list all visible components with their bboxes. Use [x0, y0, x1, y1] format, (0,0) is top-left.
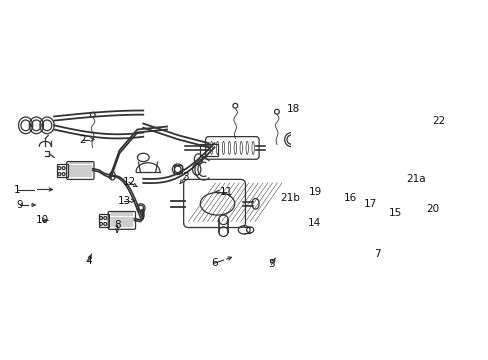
Bar: [173, 165, 182, 174]
Bar: [199, 144, 217, 156]
Text: 5: 5: [268, 259, 274, 269]
Text: 14: 14: [307, 218, 320, 228]
Text: 13: 13: [118, 196, 131, 206]
Text: 4: 4: [85, 256, 92, 266]
Text: 20: 20: [426, 203, 439, 213]
Text: 17: 17: [363, 199, 376, 209]
Text: 18: 18: [286, 104, 299, 114]
Text: 6: 6: [211, 258, 218, 268]
Text: 21a: 21a: [406, 174, 426, 184]
Bar: [99, 214, 109, 227]
Text: 15: 15: [388, 208, 402, 218]
Text: 22: 22: [431, 116, 445, 126]
Text: 8: 8: [114, 220, 120, 230]
Text: 9: 9: [17, 200, 23, 210]
Text: 11: 11: [219, 187, 233, 197]
Text: 21b: 21b: [280, 193, 300, 203]
Text: 7: 7: [374, 249, 381, 259]
Bar: [57, 164, 68, 177]
Text: 2: 2: [79, 135, 86, 145]
Text: 12: 12: [122, 177, 135, 187]
Text: 19: 19: [308, 187, 322, 197]
Text: 10: 10: [36, 215, 49, 225]
Text: 1: 1: [13, 185, 20, 194]
Text: 3: 3: [182, 172, 188, 182]
Text: 16: 16: [343, 193, 356, 203]
